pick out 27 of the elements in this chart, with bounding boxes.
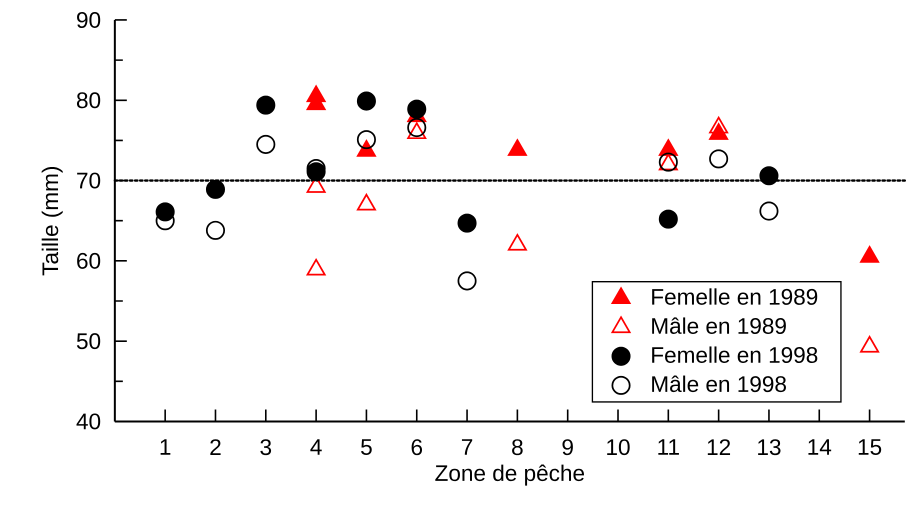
x-tick-label: 4 — [310, 439, 322, 455]
y-axis-title: Taille (mm) — [42, 166, 63, 276]
y-tick-label: 80 — [76, 92, 100, 108]
legend-label: Femelle en 1998 — [652, 346, 818, 363]
y-tick-label: 70 — [77, 172, 100, 188]
y-tick-label: 60 — [77, 252, 100, 269]
x-tick-label: 1 — [160, 439, 170, 455]
x-tick-label: 7 — [462, 439, 472, 455]
y-tick-label: 90 — [77, 12, 100, 28]
x-tick-label: 14 — [808, 439, 832, 455]
x-tick-label: 8 — [512, 439, 523, 456]
x-tick-label: 12 — [708, 439, 730, 455]
legend-label: Mâle en 1998 — [652, 375, 786, 392]
x-tick-label: 6 — [412, 439, 422, 456]
y-tick-label: 50 — [76, 333, 100, 349]
x-tick-label: 11 — [658, 439, 679, 455]
y-tick-label: 40 — [76, 413, 100, 430]
legend-label: Femelle en 1989 — [652, 288, 818, 305]
legend-label: Mâle en 1989 — [652, 317, 786, 334]
x-tick-label: 13 — [758, 439, 780, 456]
x-tick-label: 15 — [858, 439, 882, 455]
x-tick-label: 9 — [562, 439, 573, 456]
x-tick-label: 5 — [361, 439, 372, 455]
x-axis-title: Zone de pêche — [435, 464, 584, 486]
x-tick-label: 3 — [260, 439, 272, 456]
x-tick-label: 2 — [210, 439, 221, 455]
x-tick-label: 10 — [607, 439, 630, 456]
